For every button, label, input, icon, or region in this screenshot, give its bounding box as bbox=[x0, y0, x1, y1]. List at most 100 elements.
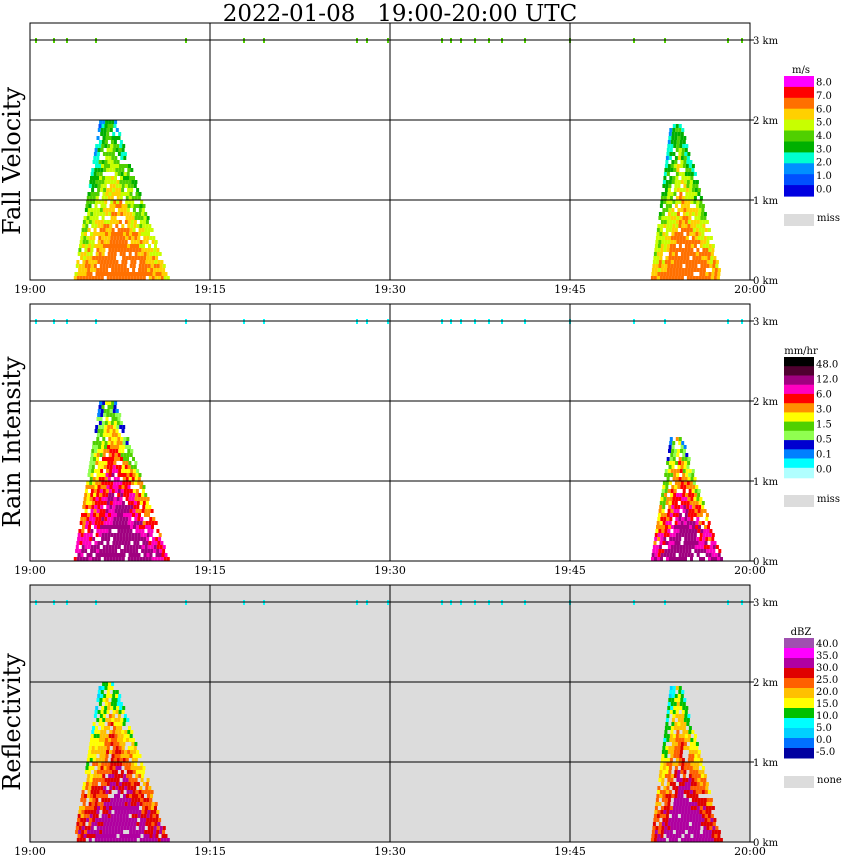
data-cell bbox=[667, 509, 671, 513]
data-cell bbox=[125, 497, 129, 501]
data-cell bbox=[102, 120, 106, 124]
data-cell bbox=[150, 509, 154, 513]
data-cell bbox=[711, 533, 715, 537]
data-cell bbox=[151, 838, 155, 842]
data-cell bbox=[104, 160, 108, 164]
data-cell bbox=[716, 838, 720, 842]
data-cell bbox=[107, 553, 111, 557]
data-cell bbox=[105, 120, 109, 124]
data-cell bbox=[667, 164, 671, 168]
data-cell bbox=[680, 501, 684, 505]
data-cell bbox=[697, 216, 701, 220]
data-cell bbox=[673, 192, 677, 196]
data-cell bbox=[664, 168, 668, 172]
data-cell bbox=[111, 770, 115, 774]
data-cell bbox=[686, 232, 690, 236]
data-cell bbox=[133, 505, 137, 509]
data-cell bbox=[118, 413, 122, 417]
data-cell bbox=[110, 124, 114, 128]
y-tick-label: 1 km bbox=[753, 196, 779, 207]
data-cell bbox=[676, 754, 680, 758]
data-cell bbox=[152, 537, 156, 541]
data-cell bbox=[655, 240, 659, 244]
data-cell bbox=[95, 553, 99, 557]
data-cell bbox=[663, 533, 667, 537]
data-cell bbox=[695, 505, 699, 509]
colorbar-label: 1.0 bbox=[816, 171, 832, 182]
data-cell bbox=[679, 240, 683, 244]
data-cell bbox=[125, 236, 129, 240]
data-cell bbox=[136, 806, 139, 810]
data-cell bbox=[79, 838, 83, 842]
data-cell bbox=[95, 726, 98, 730]
colorbar-label: 2.0 bbox=[816, 158, 832, 169]
data-cell bbox=[92, 517, 96, 521]
data-cell bbox=[128, 517, 132, 521]
data-cell bbox=[131, 762, 135, 766]
data-cell bbox=[698, 232, 702, 236]
data-cell bbox=[119, 758, 123, 762]
data-cell bbox=[666, 786, 670, 790]
colorbar-swatch bbox=[784, 658, 814, 669]
data-cell bbox=[673, 822, 677, 826]
data-cell bbox=[697, 240, 701, 244]
data-cell bbox=[116, 445, 119, 449]
data-cell bbox=[135, 754, 139, 758]
data-cell bbox=[103, 766, 107, 770]
data-cell bbox=[121, 746, 125, 750]
data-cell bbox=[82, 802, 86, 806]
data-cell bbox=[143, 272, 147, 276]
data-cell bbox=[660, 200, 664, 204]
data-cell bbox=[676, 730, 680, 734]
data-cell bbox=[134, 798, 138, 802]
data-cell bbox=[664, 802, 668, 806]
data-cell bbox=[697, 489, 701, 493]
data-cell bbox=[105, 136, 109, 140]
data-cell bbox=[681, 248, 685, 252]
data-cell bbox=[664, 264, 668, 268]
data-cell bbox=[82, 505, 86, 509]
data-cell bbox=[683, 208, 687, 212]
data-cell bbox=[688, 168, 692, 172]
data-cell bbox=[89, 553, 93, 557]
data-cell bbox=[125, 200, 129, 204]
data-cell bbox=[118, 485, 122, 489]
data-cell bbox=[683, 445, 687, 449]
data-cell bbox=[717, 272, 721, 276]
y-tick-label: 3 km bbox=[753, 317, 779, 328]
data-cell bbox=[114, 794, 117, 798]
data-cell bbox=[99, 830, 103, 834]
data-cell bbox=[703, 236, 707, 240]
data-cell bbox=[105, 473, 109, 477]
data-cell bbox=[681, 738, 685, 742]
data-cell bbox=[101, 537, 105, 541]
data-cell bbox=[666, 517, 670, 521]
data-cell bbox=[132, 545, 136, 549]
data-cell bbox=[680, 465, 684, 469]
data-cell bbox=[664, 469, 668, 473]
data-cell bbox=[122, 722, 126, 726]
data-cell bbox=[678, 244, 682, 248]
data-cell bbox=[667, 529, 671, 533]
data-cell bbox=[653, 276, 657, 280]
data-cell bbox=[89, 778, 93, 782]
data-cell bbox=[121, 838, 125, 842]
data-cell bbox=[670, 702, 674, 706]
data-cell bbox=[90, 212, 94, 216]
data-cell bbox=[136, 188, 140, 192]
data-cell bbox=[145, 260, 149, 264]
data-cell bbox=[665, 204, 669, 208]
colorbar-swatch bbox=[784, 384, 814, 396]
data-cell bbox=[96, 826, 100, 830]
data-cell bbox=[121, 465, 125, 469]
data-cell bbox=[694, 192, 698, 196]
data-cell bbox=[119, 834, 123, 838]
data-cell bbox=[115, 710, 119, 714]
data-cell bbox=[664, 822, 668, 826]
data-cell bbox=[664, 489, 668, 493]
data-cell bbox=[101, 124, 105, 128]
data-cell bbox=[706, 545, 710, 549]
data-cell bbox=[91, 822, 95, 826]
data-cell bbox=[694, 509, 698, 513]
data-cell bbox=[146, 533, 150, 537]
